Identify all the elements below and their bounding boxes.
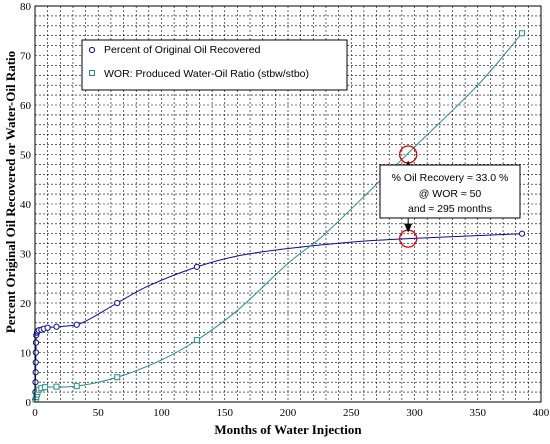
legend: Percent of Original Oil Recovered WOR: P… (81, 39, 348, 91)
x-tick-label: 200 (280, 407, 297, 419)
x-tick-label: 350 (470, 407, 487, 419)
data-point (32, 369, 39, 376)
annotation-line-3: and ≈ 295 months (408, 203, 492, 215)
legend-entry-recovery: Percent of Original Oil Recovered (104, 44, 261, 56)
x-tick-label: 50 (93, 407, 105, 419)
data-point (32, 379, 39, 386)
annotation-line-1: % Oil Recovery ≈ 33.0 % (392, 172, 509, 184)
data-point (44, 324, 51, 331)
y-tick-label: 0 (26, 397, 32, 409)
data-point (32, 359, 39, 366)
tick-labels: 0 50 100 150 200 250 300 350 400 0 10 20 30 40 50 60 70 8… (20, 1, 550, 419)
y-tick-label: 70 (20, 51, 32, 63)
legend-box (81, 39, 348, 91)
data-point (114, 299, 121, 307)
data-point (53, 383, 60, 390)
x-tick-label: 150 (217, 407, 234, 419)
x-axis-title: Months of Water Injection (214, 422, 362, 437)
annotation-box (379, 164, 521, 219)
y-tick-label: 40 (20, 199, 32, 211)
data-point (73, 321, 80, 328)
x-tick-label: 0 (32, 407, 38, 419)
data-point (32, 349, 39, 356)
y-tick-label: 80 (20, 1, 32, 13)
y-axis-title: Percent Original Oil Recovered or Water-… (3, 51, 18, 333)
y-tick-label: 30 (20, 249, 32, 261)
annotation-line-2: @ WOR ≈ 50 (419, 188, 482, 200)
data-point (193, 263, 201, 270)
data-point (42, 384, 49, 391)
x-tick-label: 400 (533, 407, 550, 419)
x-tick-label: 300 (406, 407, 423, 419)
data-point (73, 383, 80, 390)
legend-entry-wor: WOR: Produced Water-Oil Ratio (stbw/stbo… (104, 68, 309, 80)
y-tick-label: 60 (20, 100, 32, 112)
x-tick-label: 250 (343, 407, 360, 419)
annotation-arrowhead-down (404, 223, 413, 233)
legend-circle-marker (88, 46, 96, 54)
y-tick-label: 20 (20, 298, 32, 310)
data-point (53, 323, 60, 330)
series-line (34, 32, 523, 403)
data-point (193, 337, 200, 344)
annotation: % Oil Recovery ≈ 33.0 % @ WOR ≈ 50 and ≈… (379, 145, 521, 248)
y-tick-label: 10 (20, 348, 32, 360)
series-wor (32, 30, 526, 403)
y-tick-label: 50 (20, 150, 32, 162)
plot-frame (34, 5, 542, 403)
x-tick-label: 100 (153, 407, 170, 419)
data-point (519, 30, 526, 37)
data-point (518, 230, 526, 237)
data-point (114, 374, 121, 381)
series-layer (32, 30, 526, 403)
legend-square-marker (89, 70, 95, 76)
data-point (32, 339, 40, 346)
